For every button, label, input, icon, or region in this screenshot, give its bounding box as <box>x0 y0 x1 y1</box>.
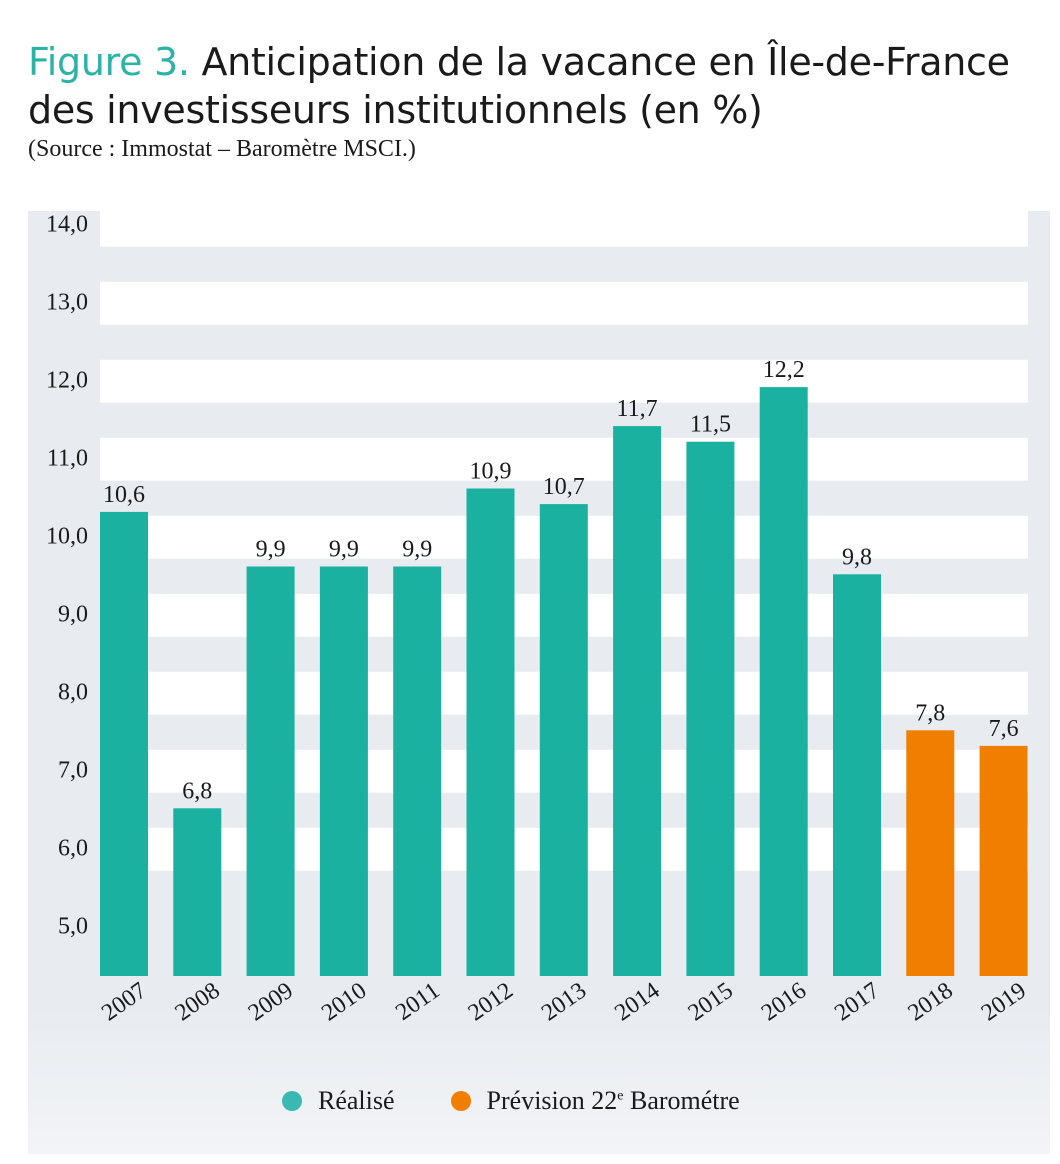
legend-label-prevision-main: Prévision 22 <box>486 1086 618 1115</box>
grid-band <box>100 203 1028 247</box>
y-tick-label: 6,0 <box>58 835 88 861</box>
legend-label-prevision-suffix: Barométre <box>623 1086 740 1115</box>
x-axis-labels: 2007 2008 2009 2010 2011 2012 2013 2014 2015 2016… <box>97 978 1031 1027</box>
legend-label-prevision: Prévision 22e Barométre <box>487 1086 740 1116</box>
data-label-2019: 7,6 <box>989 716 1019 742</box>
legend-label-realise: Réalisé <box>318 1086 395 1115</box>
bar-2009 <box>246 566 295 976</box>
x-tick-label-2007: 2007 <box>97 978 151 1027</box>
data-label-2010: 9,9 <box>329 537 359 563</box>
bars <box>100 387 1028 977</box>
data-label-2016: 12,2 <box>763 357 805 383</box>
legend-label-prevision-sup: e <box>617 1088 624 1104</box>
bar-2012 <box>466 488 515 976</box>
x-tick-label-2019: 2019 <box>977 978 1031 1027</box>
data-label-2018: 7,8 <box>915 700 945 726</box>
figure-number: Figure 3. <box>28 40 190 84</box>
value-labels: 10,6 6,8 9,9 9,9 9,9 10,9 10,7 11,7 11,5 12,2 9,8 7… <box>103 357 1019 804</box>
bar-2010 <box>319 566 368 976</box>
legend-item-prevision: Prévision 22e Barométre <box>450 1086 740 1116</box>
x-tick-label-2012: 2012 <box>464 978 518 1027</box>
legend-swatch-prevision <box>450 1091 471 1111</box>
x-tick-label-2009: 2009 <box>244 978 298 1027</box>
data-label-2015: 11,5 <box>690 412 731 438</box>
y-tick-label: 9,0 <box>58 601 88 627</box>
x-tick-label-2013: 2013 <box>537 978 591 1027</box>
figure-title-line-2: des investisseurs institutionnels (en %) <box>28 88 763 132</box>
y-tick-label: 14,0 <box>46 211 88 237</box>
bar-2014 <box>613 426 662 977</box>
bar-2013 <box>539 504 588 976</box>
data-label-2008: 6,8 <box>182 778 212 804</box>
y-tick-label: 12,0 <box>46 367 88 393</box>
figure-source: (Source : Immostat – Baromètre MSCI.) <box>28 136 416 162</box>
figure-title-text: Anticipation de la vacance en Île-de-Fra… <box>201 40 1010 84</box>
x-tick-label-2017: 2017 <box>830 978 884 1027</box>
data-label-2017: 9,8 <box>842 544 872 570</box>
figure-header: Figure 3. Anticipation de la vacance en … <box>28 38 1058 163</box>
y-tick-label: 8,0 <box>58 679 88 705</box>
data-label-2007: 10,6 <box>103 482 145 508</box>
x-tick-label-2018: 2018 <box>904 978 958 1027</box>
bar-2011 <box>393 566 442 976</box>
legend-item-realise: Réalisé <box>282 1086 395 1116</box>
data-label-2011: 9,9 <box>402 537 432 563</box>
data-label-2012: 10,9 <box>470 459 512 485</box>
y-tick-label: 7,0 <box>58 757 88 783</box>
data-label-2013: 10,7 <box>543 474 585 500</box>
x-tick-label-2010: 2010 <box>317 978 371 1027</box>
x-tick-label-2008: 2008 <box>171 978 225 1027</box>
data-label-2009: 9,9 <box>256 537 286 563</box>
legend-swatch-realise <box>282 1091 302 1111</box>
y-tick-label: 13,0 <box>46 289 88 315</box>
chart-legend: Réalisé Prévision 22e Barométre <box>282 1086 740 1116</box>
y-tick-label: 11,0 <box>47 445 88 471</box>
bar-2017 <box>833 574 881 976</box>
bar-2007 <box>100 511 148 976</box>
bar-2019 <box>979 745 1028 976</box>
x-tick-label-2014: 2014 <box>610 978 664 1027</box>
x-tick-label-2011: 2011 <box>391 978 445 1026</box>
data-label-2014: 11,7 <box>617 396 658 422</box>
y-tick-label: 5,0 <box>58 913 88 939</box>
bar-2016 <box>759 387 808 977</box>
grid-band <box>100 359 1028 403</box>
grid-band <box>100 437 1028 481</box>
x-tick-label-2015: 2015 <box>684 978 738 1027</box>
bar-2008 <box>173 808 222 976</box>
y-axis-ticks: 5,0 6,0 7,0 8,0 9,0 10,0 11,0 12,0 13,0 14,0 <box>46 211 88 939</box>
figure-title-line-1: Figure 3. Anticipation de la vacance en … <box>28 38 1058 86</box>
y-tick-label: 10,0 <box>46 523 88 549</box>
bar-2018 <box>906 730 955 976</box>
bar-2015 <box>686 441 735 976</box>
x-tick-label-2016: 2016 <box>757 978 811 1027</box>
grid-band <box>100 281 1028 325</box>
